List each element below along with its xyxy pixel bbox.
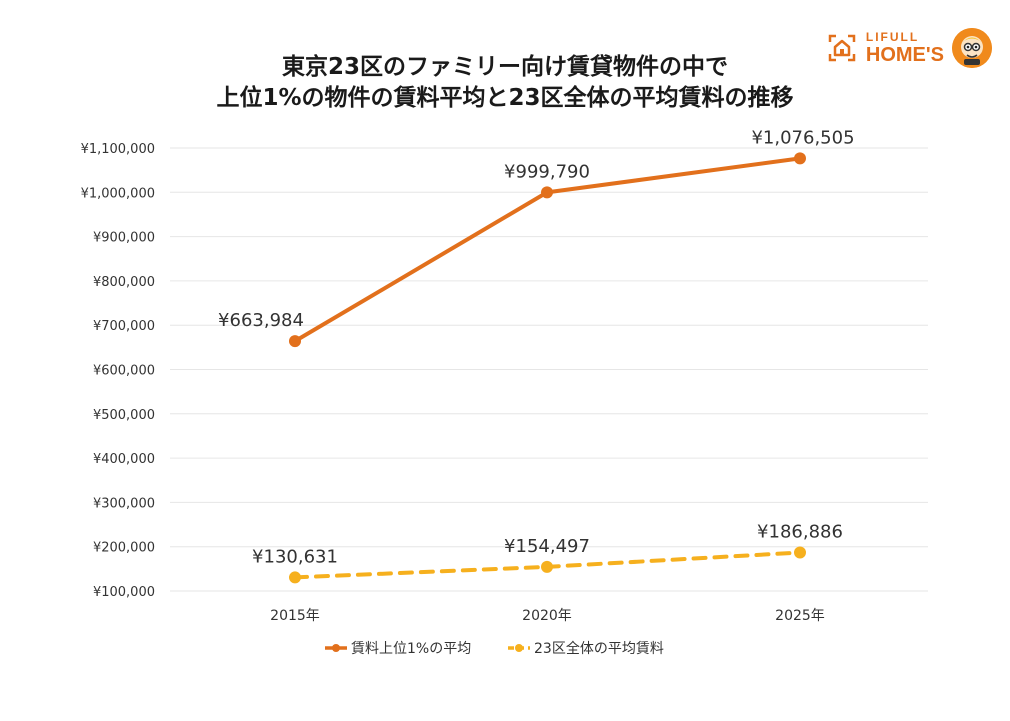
- legend-label: 23区全体の平均賃料: [534, 640, 664, 657]
- logo-top-text: LIFULL: [865, 30, 920, 44]
- y-tick-label: ¥500,000: [93, 408, 155, 423]
- x-axis-tick-labels: 2015年 2020年 2025年: [270, 608, 825, 624]
- series-line-1: [293, 156, 802, 344]
- y-tick-label: ¥200,000: [93, 541, 155, 556]
- legend-swatch-marker: [515, 644, 523, 652]
- y-axis-tick-labels: ¥100,000 ¥200,000 ¥300,000 ¥400,000 ¥500,000…: [81, 142, 155, 600]
- legend-label: 賃料上位1%の平均: [351, 641, 471, 657]
- data-label: ¥130,631: [252, 546, 338, 567]
- logo-bottom-text: HOME'S: [865, 44, 944, 66]
- data-labels: ¥663,984 ¥999,790 ¥1,076,505 ¥130,631 ¥154,4…: [218, 127, 854, 567]
- data-point: [541, 186, 553, 199]
- data-point: [794, 152, 806, 165]
- y-tick-label: ¥900,000: [93, 231, 155, 246]
- data-point: [289, 571, 301, 584]
- y-tick-label: ¥600,000: [93, 364, 155, 379]
- data-label: ¥186,886: [757, 522, 843, 543]
- y-tick-label: ¥100,000: [93, 585, 155, 600]
- data-label: ¥999,790: [504, 161, 590, 182]
- x-tick-label: 2015年: [270, 608, 320, 624]
- x-tick-label: 2025年: [775, 608, 825, 624]
- chart-title-line-1: 東京23区のファミリー向け賃貸物件の中で: [281, 54, 728, 80]
- y-tick-label: ¥1,100,000: [81, 142, 155, 157]
- mascot-icon: [952, 28, 992, 68]
- series-lines: [289, 152, 806, 584]
- data-label: ¥1,076,505: [751, 127, 854, 148]
- data-label: ¥154,497: [504, 536, 590, 557]
- y-tick-label: ¥300,000: [93, 496, 155, 511]
- data-label: ¥663,984: [218, 310, 304, 331]
- brand-logo: LIFULL HOME'S: [826, 26, 992, 70]
- y-tick-label: ¥800,000: [93, 275, 155, 290]
- house-icon: [828, 34, 856, 62]
- data-point: [794, 546, 806, 559]
- data-point: [541, 560, 553, 573]
- data-point: [289, 335, 301, 348]
- y-tick-label: ¥400,000: [93, 452, 155, 467]
- y-tick-label: ¥1,000,000: [81, 186, 155, 201]
- x-tick-label: 2020年: [522, 608, 572, 624]
- chart-title: 東京23区のファミリー向け賃貸物件の中で 上位1%の物件の賃料平均と23区全体の…: [0, 52, 1010, 114]
- legend-swatch-marker: [332, 644, 340, 652]
- legend: 賃料上位1%の平均 23区全体の平均賃料: [325, 640, 664, 657]
- chart-title-line-2: 上位1%の物件の賃料平均と23区全体の平均賃料の推移: [216, 85, 794, 111]
- y-tick-label: ¥700,000: [93, 319, 155, 334]
- grid-lines: [170, 147, 928, 592]
